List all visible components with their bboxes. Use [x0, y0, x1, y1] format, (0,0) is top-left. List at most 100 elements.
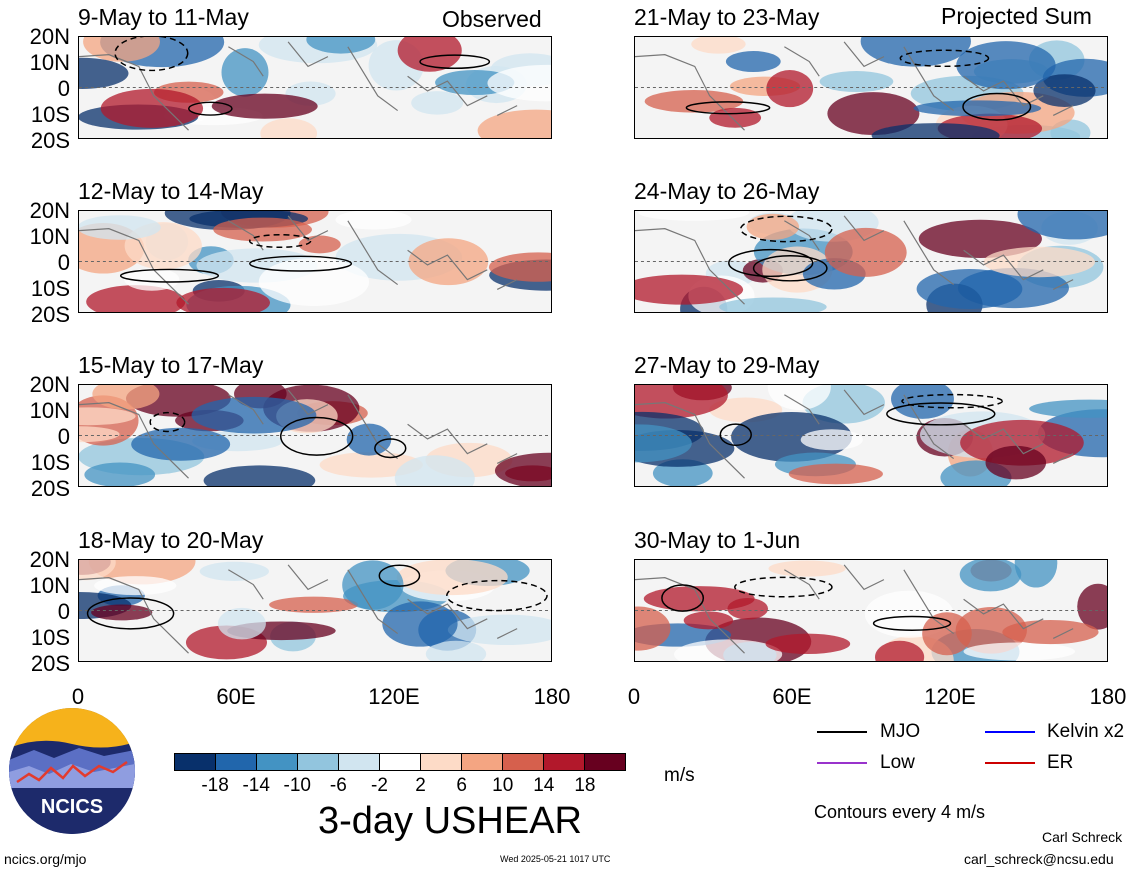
anomaly-blob: [411, 91, 464, 115]
colorbar-swatch: [462, 754, 503, 770]
footer-email[interactable]: carl_schreck@ncsu.edu: [964, 851, 1114, 867]
anomaly-blob: [100, 88, 204, 128]
panel-title: 9-May to 11-May: [78, 4, 249, 30]
mjo-contour: [114, 37, 189, 72]
footer-timestamp: Wed 2025-05-21 1017 UTC: [500, 854, 611, 864]
footer-url[interactable]: ncics.org/mjo: [4, 851, 87, 867]
mjo-contour: [378, 564, 421, 587]
coastline: [635, 389, 1074, 479]
lon-tick: 180: [533, 684, 571, 709]
anomaly-field: [79, 37, 551, 138]
legend-label-low: Low: [880, 752, 915, 773]
anomaly-blob: [79, 215, 161, 240]
lat-tick: 0: [57, 250, 70, 275]
colorbar-tick-label: -14: [242, 775, 270, 796]
mjo-contour: [685, 101, 771, 115]
colorbar-tick-label: 10: [492, 775, 514, 796]
anomaly-field: [79, 560, 551, 661]
colorbar-unit: m/s: [664, 765, 695, 786]
logo-text: NCICS: [41, 796, 103, 818]
legend-label-mjo: MJO: [880, 721, 921, 742]
anomaly-blob: [203, 465, 316, 486]
coastline: [635, 41, 1074, 131]
anomaly-blob: [124, 267, 180, 291]
anomaly-blob: [335, 211, 412, 230]
map-panel-30may-1jun: [634, 559, 1108, 662]
mjo-contour: [248, 233, 312, 249]
colorbar-tick-label: -10: [283, 775, 311, 796]
legend-label-er: ER: [1047, 752, 1074, 773]
panel-title: 30-May to 1-Jun: [634, 527, 801, 553]
lat-tick: 10N: [29, 224, 70, 249]
anomaly-blob: [766, 70, 814, 108]
ncics-logo[interactable]: NCICS: [9, 708, 135, 834]
anomaly-blob: [487, 64, 551, 102]
anomaly-blob: [394, 455, 475, 486]
er-legend-line: [985, 762, 1035, 764]
coastline: [79, 215, 518, 305]
mjo-contour: [419, 54, 491, 70]
mjo-contour: [962, 92, 1032, 121]
anomaly-blob: [916, 268, 1023, 309]
anomaly-blob: [800, 429, 863, 451]
colorbar-swatch: [380, 754, 421, 770]
mjo-contour: [661, 584, 705, 612]
anomaly-blob: [719, 297, 827, 312]
figure-title: 3-day USHEAR: [318, 800, 582, 842]
anomaly-blob: [727, 597, 769, 620]
colorbar-tick-label: -18: [201, 775, 229, 796]
anomaly-blob: [891, 385, 954, 419]
coastline: [635, 215, 1074, 305]
lon-tick: 60E: [772, 684, 812, 709]
mjo-contour: [446, 579, 548, 612]
anomaly-field: [79, 211, 551, 312]
anomaly-blob: [199, 561, 269, 581]
map-panel-21may-23may: [634, 36, 1108, 139]
panel-title: 18-May to 20-May: [78, 527, 264, 553]
colorbar-tick-label: 2: [415, 775, 426, 796]
colorbar-tick-label: -2: [371, 775, 388, 796]
anomaly-blob: [824, 227, 907, 277]
anomaly-blob: [260, 118, 318, 138]
lat-tick: 10S: [30, 625, 70, 650]
anomaly-blob: [1033, 74, 1096, 108]
anomaly-field: [635, 37, 1107, 138]
anomaly-blob: [768, 560, 846, 577]
lat-tick: 20S: [30, 302, 70, 327]
anomaly-blob: [217, 607, 266, 640]
colorbar-swatch: [503, 754, 544, 770]
anomaly-blob: [1077, 583, 1107, 630]
anomaly-blob: [683, 611, 734, 630]
anomaly-blob: [213, 217, 313, 242]
mjo-contour: [728, 248, 814, 278]
anomaly-blob: [494, 452, 551, 486]
anomaly-field: [635, 385, 1107, 486]
panel-title: 15-May to 17-May: [78, 352, 264, 378]
kelvin-legend-line: [985, 731, 1035, 733]
lat-tick: 20N: [29, 24, 70, 49]
mjo-contour: [149, 411, 186, 433]
anomaly-blob: [408, 238, 489, 286]
anomaly-blob: [84, 462, 156, 486]
anomaly-blob: [477, 109, 551, 138]
lat-tick: 0: [57, 424, 70, 449]
lat-tick: 20S: [30, 476, 70, 501]
lon-tick: 120E: [368, 684, 420, 709]
lat-tick: 20N: [29, 547, 70, 572]
lat-tick: 0: [57, 599, 70, 624]
anomaly-blob: [79, 560, 116, 581]
map-panel-18may-20may: [78, 559, 552, 662]
lat-tick: 20N: [29, 372, 70, 397]
colorbar-tick-label: -6: [329, 775, 347, 796]
lat-tick: 10N: [29, 50, 70, 75]
anomaly-blob: [306, 37, 376, 54]
anomaly-blob: [79, 57, 129, 89]
anomaly-blob: [767, 385, 831, 410]
anomaly-blob: [91, 604, 153, 621]
anomaly-blob: [258, 257, 370, 307]
anomaly-blob: [963, 642, 1076, 661]
anomaly-blob: [488, 252, 551, 282]
anomaly-blob: [638, 211, 750, 221]
anomaly-blob: [397, 37, 462, 72]
lat-tick: 20S: [30, 651, 70, 676]
